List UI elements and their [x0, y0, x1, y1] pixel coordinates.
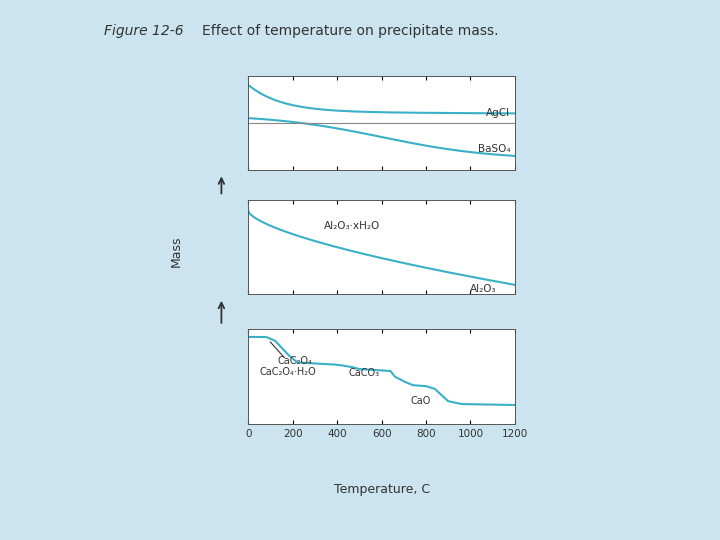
Text: BaSO₄: BaSO₄ [478, 144, 510, 154]
Text: Figure 12-6: Figure 12-6 [104, 24, 184, 38]
Text: CaCO₃: CaCO₃ [348, 368, 379, 378]
Text: Al₂O₃·xH₂O: Al₂O₃·xH₂O [324, 221, 380, 231]
Text: Al₂O₃: Al₂O₃ [470, 284, 497, 294]
Text: Temperature, C: Temperature, C [333, 483, 430, 496]
Text: CaC₂O₄: CaC₂O₄ [277, 356, 312, 366]
Text: CaC₂O₄·H₂O: CaC₂O₄·H₂O [259, 367, 316, 377]
Text: Effect of temperature on precipitate mass.: Effect of temperature on precipitate mas… [202, 24, 498, 38]
Text: AgCl: AgCl [486, 109, 510, 118]
Text: CaO: CaO [410, 396, 431, 406]
Text: Mass: Mass [170, 235, 183, 267]
